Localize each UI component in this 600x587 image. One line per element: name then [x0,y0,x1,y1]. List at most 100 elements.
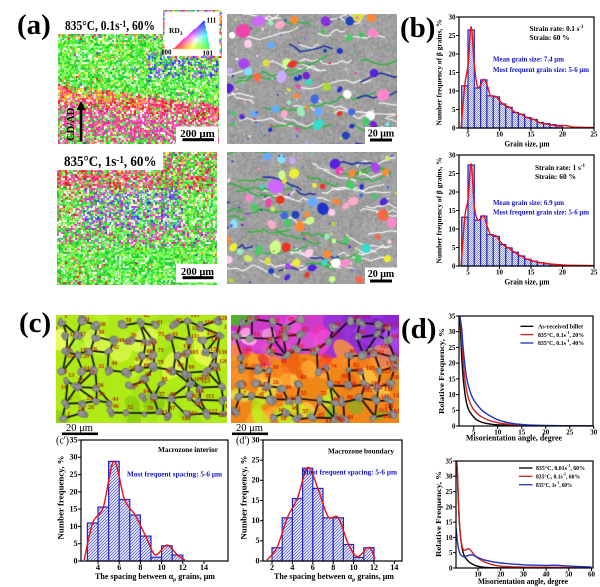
svg-text:Most frequent spacing: 5-6 μm: Most frequent spacing: 5-6 μm [127,470,223,479]
svg-text:RD3​: RD3​ [169,26,183,37]
svg-text:5: 5 [472,428,476,436]
svg-text:5: 5 [452,407,456,415]
svg-text:10: 10 [446,534,454,542]
svg-text:20: 20 [449,188,457,196]
svg-text:20 μm: 20 μm [368,269,395,280]
svg-text:835°C, 0.1s-1​, 20%: 835°C, 0.1s-1​, 20% [538,330,584,339]
svg-text:10: 10 [449,225,457,233]
svg-text:14: 14 [390,563,398,572]
svg-text:10: 10 [158,563,166,572]
svg-text:Strain rate: 0.1 s-1​: Strain rate: 0.1 s-1​ [530,24,584,33]
svg-text:20: 20 [497,570,505,578]
svg-text:25: 25 [591,269,599,277]
svg-text:Misorientation angle, degree: Misorientation angle, degree [478,577,568,586]
svg-text:0: 0 [452,262,456,270]
svg-text:Number frequency of β grains,: Number frequency of β grains, % [436,20,444,126]
svg-text:The spacing between αp​ grain: The spacing between αp​ grains, μm [95,572,215,583]
svg-text:25: 25 [70,470,78,479]
svg-text:20: 20 [70,487,78,496]
svg-text:60: 60 [588,570,596,578]
svg-text:200 μm: 200 μm [181,267,214,278]
svg-text:4: 4 [96,563,100,572]
svg-text:30: 30 [449,151,457,159]
svg-text:14: 14 [200,563,208,572]
svg-text:20 μm: 20 μm [66,423,93,434]
svg-text:25: 25 [252,456,260,465]
svg-text:20: 20 [449,360,457,368]
svg-text:10: 10 [70,522,78,531]
svg-text:15: 15 [528,131,536,139]
svg-text:111: 111 [207,17,217,25]
svg-text:10: 10 [449,391,457,399]
svg-text:Mean grain size: 7.4 μm: Mean grain size: 7.4 μm [493,55,564,64]
svg-text:35: 35 [446,457,454,465]
svg-text:Number frequency, %: Number frequency, % [240,456,249,540]
svg-text:As-received billet: As-received billet [538,325,583,331]
svg-text:15: 15 [252,496,260,505]
svg-text:Strain: 60 %: Strain: 60 % [535,172,576,181]
svg-text:0: 0 [449,564,453,572]
svg-text:5: 5 [466,269,470,277]
svg-text:Macrozone interior: Macrozone interior [158,445,219,454]
svg-text:Most frequent grain size: 5-6: Most frequent grain size: 5-6 μm [493,208,589,217]
svg-text:Most frequent grain size: 5-6: Most frequent grain size: 5-6 μm [493,65,589,74]
svg-text:15: 15 [449,69,457,77]
svg-text:25: 25 [449,170,457,178]
svg-text:835°C, 0.1s-1​, 60%: 835°C, 0.1s-1​, 60% [65,18,155,33]
svg-text:2: 2 [270,563,274,572]
svg-text:8: 8 [331,563,335,572]
svg-text:15: 15 [70,505,78,514]
svg-text:40: 40 [543,570,551,578]
svg-text:25: 25 [449,32,457,40]
svg-text:30: 30 [449,328,457,336]
svg-text:100: 100 [161,49,172,57]
svg-text:20: 20 [542,428,550,436]
svg-text:30: 30 [590,428,598,436]
svg-text:835°C, 0.1s-1​, 60%: 835°C, 0.1s-1​, 60% [536,472,580,481]
svg-text:(d'): (d') [236,436,249,447]
svg-text:5: 5 [449,549,453,557]
svg-text:5: 5 [256,536,260,545]
svg-text:Number frequency of β grains,: Number frequency of β grains, % [436,158,444,264]
svg-text:30: 30 [449,13,457,21]
svg-text:25: 25 [446,488,454,496]
svg-text:Misorientation angle, degree: Misorientation angle, degree [466,434,562,443]
svg-text:20: 20 [449,50,457,58]
svg-text:(c'): (c') [56,436,69,447]
svg-text:Grain size, μm: Grain size, μm [505,277,550,286]
svg-text:101: 101 [203,50,214,58]
svg-text:50: 50 [565,570,573,578]
svg-text:CD/AD: CD/AD [66,107,77,141]
svg-text:30: 30 [252,435,260,444]
svg-text:Strain rate: 1 s-1​: Strain rate: 1 s-1​ [535,163,585,172]
svg-text:20: 20 [559,131,567,139]
svg-text:Relative Frequency, %: Relative Frequency, % [438,328,446,414]
svg-text:0: 0 [74,556,78,565]
svg-text:5: 5 [74,539,78,548]
svg-text:15: 15 [449,375,457,383]
svg-text:30: 30 [70,453,78,462]
svg-text:35: 35 [70,435,78,444]
svg-text:35: 35 [449,312,457,320]
svg-text:0: 0 [452,422,456,430]
svg-text:10: 10 [449,87,457,95]
svg-text:Relative Frequency, %: Relative Frequency, % [435,471,443,557]
svg-text:Grain size, μm: Grain size, μm [505,139,550,148]
svg-text:10: 10 [475,570,483,578]
svg-text:Number frequency, %: Number frequency, % [57,456,66,540]
svg-text:25: 25 [591,131,599,139]
svg-text:0: 0 [256,556,260,565]
svg-text:30: 30 [520,570,528,578]
svg-text:200 μm: 200 μm [180,128,215,140]
svg-text:5: 5 [466,131,470,139]
svg-text:10: 10 [496,131,504,139]
svg-text:20: 20 [252,476,260,485]
svg-text:10: 10 [496,269,504,277]
svg-text:10: 10 [252,516,260,525]
svg-text:6: 6 [311,563,315,572]
svg-text:4: 4 [290,563,294,572]
svg-text:835°C, 1s-1​, 60%: 835°C, 1s-1​, 60% [64,153,156,169]
svg-text:8: 8 [138,563,142,572]
svg-text:25: 25 [566,428,574,436]
svg-text:5: 5 [452,106,456,114]
